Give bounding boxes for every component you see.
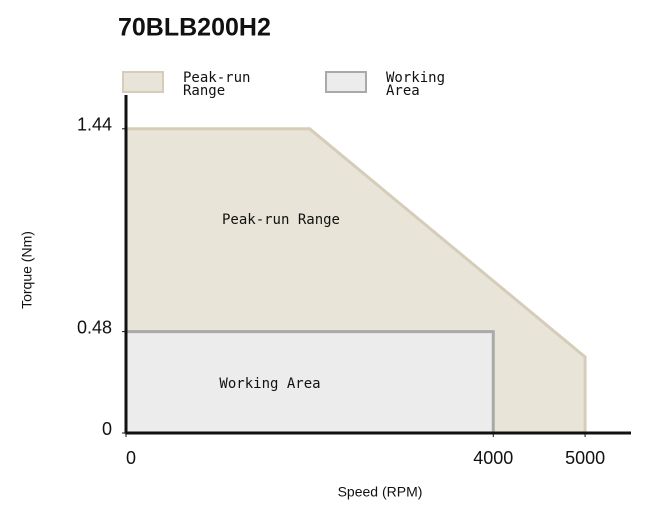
legend-swatch bbox=[122, 71, 164, 93]
x-tick-label: 5000 bbox=[565, 448, 605, 468]
area-label: Working Area bbox=[219, 376, 320, 392]
y-tick-label: 0 bbox=[102, 419, 112, 439]
legend-label: Peak-run Range bbox=[183, 70, 250, 99]
chart-title: 70BLB200H2 bbox=[118, 14, 271, 42]
x-tick-label: 0 bbox=[126, 448, 136, 468]
x-axis-label: Speed (RPM) bbox=[338, 484, 423, 500]
y-axis-label: Torque (Nm) bbox=[19, 231, 35, 309]
y-tick-label: 1.44 bbox=[77, 115, 112, 135]
x-tick-label: 4000 bbox=[473, 448, 513, 468]
legend-label: Working Area bbox=[386, 70, 445, 99]
legend-swatch bbox=[325, 71, 367, 93]
y-tick-label: 0.48 bbox=[77, 317, 112, 337]
area-label: Peak-run Range bbox=[222, 212, 340, 228]
